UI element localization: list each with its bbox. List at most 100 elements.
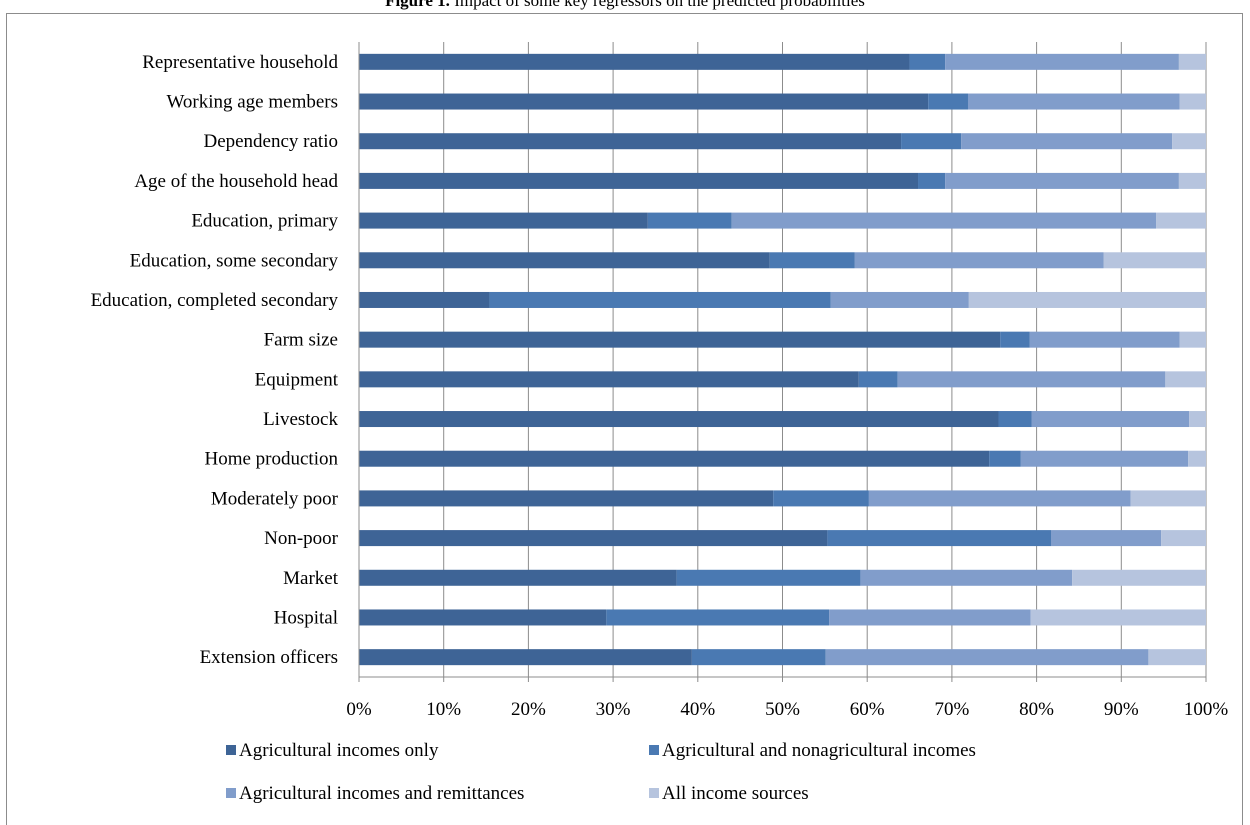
bar-age-of-the-household-head-series-2	[918, 172, 946, 189]
bar-education-completed-secondary-series-1	[359, 291, 490, 308]
legend-swatch-2	[649, 745, 659, 755]
bar-equipment-series-4	[1165, 371, 1206, 388]
figure-title: Figure 1. Impact of some key regressors …	[0, 0, 1250, 11]
chart-frame	[6, 13, 1243, 825]
bar-extension-officers-series-4	[1148, 649, 1206, 666]
bar-moderately-poor-series-2	[773, 490, 869, 507]
legend-swatch-4	[649, 788, 659, 798]
bar-non-poor-series-4	[1161, 530, 1206, 547]
bar-home-production-series-3	[1020, 450, 1189, 467]
bar-moderately-poor-series-1	[359, 490, 774, 507]
bar-home-production-series-4	[1188, 450, 1206, 467]
bar-dependency-ratio-series-1	[359, 133, 902, 150]
category-label: Equipment	[255, 369, 339, 390]
category-label: Education, some secondary	[130, 250, 339, 271]
bar-education-primary-series-1	[359, 212, 648, 229]
bar-non-poor-series-1	[359, 530, 828, 547]
bar-age-of-the-household-head-series-1	[359, 172, 919, 189]
bar-livestock-series-2	[998, 411, 1032, 428]
bar-equipment-series-1	[359, 371, 859, 388]
bar-working-age-members-series-2	[928, 93, 968, 110]
bar-equipment-series-2	[858, 371, 898, 388]
bar-moderately-poor-series-4	[1130, 490, 1206, 507]
category-label: Market	[283, 568, 339, 589]
bar-education-some-secondary-series-3	[854, 252, 1104, 269]
legend-label-4: All income sources	[662, 783, 809, 804]
x-tick-label: 30%	[596, 699, 631, 720]
bar-hospital-series-4	[1030, 609, 1206, 626]
bar-home-production-series-1	[359, 450, 990, 467]
bar-farm-size-series-4	[1179, 331, 1206, 348]
bar-dependency-ratio-series-3	[961, 133, 1173, 150]
bar-market-series-4	[1072, 569, 1206, 586]
bar-education-primary-series-4	[1156, 212, 1206, 229]
category-label: Education, primary	[191, 211, 338, 232]
x-tick-label: 0%	[346, 699, 372, 720]
bar-hospital-series-3	[829, 609, 1031, 626]
bar-extension-officers-series-3	[825, 649, 1149, 666]
legend-swatch-1	[226, 745, 236, 755]
bar-age-of-the-household-head-series-3	[945, 172, 1179, 189]
bar-market-series-1	[359, 569, 677, 586]
x-tick-label: 20%	[511, 699, 546, 720]
category-label: Representative household	[142, 52, 338, 73]
bar-livestock-series-4	[1189, 411, 1206, 428]
category-label: Working age members	[166, 92, 338, 113]
bar-non-poor-series-2	[827, 530, 1051, 547]
bar-representative-household-series-3	[945, 53, 1179, 70]
bar-representative-household-series-4	[1178, 53, 1206, 70]
bar-livestock-series-3	[1031, 411, 1190, 428]
bar-working-age-members-series-3	[967, 93, 1180, 110]
bar-education-completed-secondary-series-4	[968, 291, 1206, 308]
bar-farm-size-series-2	[1000, 331, 1030, 348]
figure-title-text: Impact of some key regressors on the pre…	[454, 0, 865, 10]
bar-education-some-secondary-series-4	[1103, 252, 1206, 269]
bar-age-of-the-household-head-series-4	[1178, 172, 1206, 189]
category-label: Livestock	[263, 409, 338, 430]
category-label: Moderately poor	[211, 488, 339, 509]
bar-hospital-series-2	[606, 609, 830, 626]
bar-moderately-poor-series-3	[868, 490, 1131, 507]
category-label: Non-poor	[264, 528, 339, 549]
x-tick-label: 40%	[680, 699, 715, 720]
category-label: Dependency ratio	[203, 131, 338, 152]
category-label: Hospital	[274, 607, 338, 628]
x-tick-label: 90%	[1104, 699, 1139, 720]
x-tick-label: 50%	[765, 699, 800, 720]
bar-representative-household-series-1	[359, 53, 910, 70]
bar-hospital-series-1	[359, 609, 607, 626]
category-label: Education, completed secondary	[91, 290, 339, 311]
x-tick-label: 100%	[1184, 699, 1229, 720]
category-label: Extension officers	[200, 647, 338, 668]
bar-livestock-series-1	[359, 411, 999, 428]
bar-non-poor-series-3	[1050, 530, 1162, 547]
bar-farm-size-series-1	[359, 331, 1001, 348]
x-tick-label: 10%	[426, 699, 461, 720]
x-tick-label: 80%	[1019, 699, 1054, 720]
bar-education-some-secondary-series-2	[769, 252, 855, 269]
category-label: Age of the household head	[134, 171, 338, 192]
legend-swatch-3	[226, 788, 236, 798]
bar-farm-size-series-3	[1029, 331, 1180, 348]
bar-dependency-ratio-series-2	[901, 133, 962, 150]
bar-market-series-2	[676, 569, 861, 586]
bar-education-completed-secondary-series-3	[830, 291, 969, 308]
category-label: Home production	[204, 449, 338, 470]
legend-label-2: Agricultural and nonagricultural incomes	[662, 740, 976, 761]
bar-education-primary-series-3	[731, 212, 1157, 229]
bar-education-completed-secondary-series-2	[489, 291, 831, 308]
bar-education-primary-series-2	[647, 212, 732, 229]
figure-label: Figure 1.	[385, 0, 450, 10]
bar-representative-household-series-2	[909, 53, 946, 70]
x-tick-label: 70%	[934, 699, 969, 720]
bar-home-production-series-2	[989, 450, 1021, 467]
category-label: Farm size	[264, 330, 338, 351]
bar-education-some-secondary-series-1	[359, 252, 770, 269]
bar-working-age-members-series-4	[1179, 93, 1206, 110]
x-tick-label: 60%	[850, 699, 885, 720]
bar-extension-officers-series-2	[691, 649, 826, 666]
legend-label-1: Agricultural incomes only	[239, 740, 439, 761]
bar-working-age-members-series-1	[359, 93, 929, 110]
bar-dependency-ratio-series-4	[1172, 133, 1206, 150]
